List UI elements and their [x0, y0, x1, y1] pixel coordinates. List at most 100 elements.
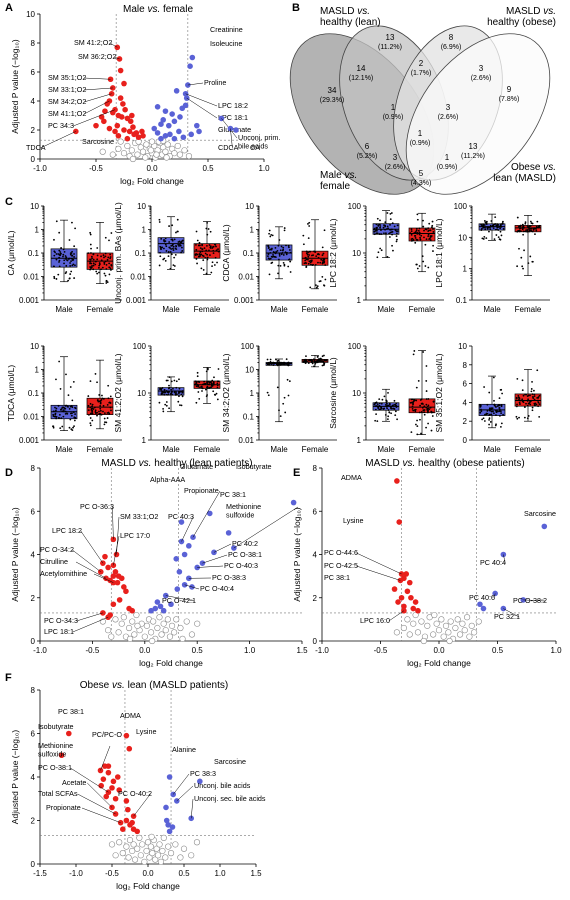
data-point — [268, 273, 271, 276]
point-ns — [115, 629, 122, 636]
point-label: PC 38:3 — [190, 769, 216, 778]
data-point — [89, 422, 92, 425]
panel-title: Male vs. female — [123, 4, 193, 15]
data-point — [490, 413, 493, 416]
venn-label-male-female: Male vs. female — [320, 170, 357, 192]
box-plot: 1 10 100 SM 41:2;O2 (μmol/L) Male Female — [113, 342, 229, 454]
point-ns — [126, 836, 134, 844]
y-tick-label: 1 — [35, 226, 40, 235]
data-point — [62, 248, 65, 251]
data-point — [376, 420, 379, 423]
point-down — [120, 826, 126, 832]
y-axis-label: TDCA (μmol/L) — [6, 365, 16, 422]
data-point — [484, 226, 487, 229]
point-ns — [148, 833, 155, 840]
data-point — [535, 227, 537, 230]
data-point — [100, 259, 103, 262]
point-ns — [463, 614, 471, 621]
data-point — [89, 261, 91, 263]
data-point — [106, 258, 109, 261]
data-point — [305, 258, 308, 261]
data-point — [414, 241, 417, 244]
data-point — [392, 249, 394, 252]
point-label: PC O-42:1 — [162, 596, 196, 605]
y-tick-label: 0.01 — [23, 413, 39, 422]
point-down — [103, 793, 110, 800]
data-point — [493, 399, 495, 402]
data-point — [324, 359, 326, 362]
data-point — [165, 389, 168, 392]
data-point — [66, 259, 69, 262]
point-down — [131, 131, 137, 138]
point-ns — [475, 618, 482, 625]
point-down — [102, 553, 108, 560]
data-point — [158, 221, 161, 223]
point-label: PC O-44:6 — [324, 548, 358, 557]
point-up — [181, 551, 188, 558]
data-point — [60, 247, 63, 249]
category-label: Male — [55, 305, 73, 314]
data-point — [489, 226, 491, 229]
data-point — [58, 360, 61, 363]
data-point — [204, 256, 207, 259]
data-point — [98, 271, 100, 274]
data-point — [383, 395, 386, 398]
x-tick-label: -1.5 — [33, 869, 47, 878]
point-down — [112, 795, 119, 802]
data-point — [195, 385, 198, 388]
point-label: PC 40:6 — [469, 593, 495, 602]
point-ns — [431, 611, 438, 619]
data-point — [57, 273, 60, 276]
data-point — [385, 228, 388, 230]
y-tick-label: 1 — [463, 265, 468, 274]
point-ns — [454, 616, 461, 623]
data-point — [410, 230, 413, 233]
data-point — [427, 233, 430, 236]
data-point — [376, 403, 379, 406]
data-point — [483, 235, 486, 238]
data-point — [277, 272, 279, 275]
point-up — [152, 605, 159, 612]
leader-line — [113, 535, 120, 566]
data-point — [481, 237, 484, 240]
point-down — [102, 108, 108, 114]
data-point — [165, 393, 168, 396]
data-point — [322, 360, 325, 363]
data-point — [94, 263, 97, 266]
data-point — [94, 409, 97, 412]
venn-percent: (29.3%) — [320, 97, 345, 104]
data-point — [70, 414, 73, 417]
data-point — [171, 390, 173, 393]
data-point — [498, 238, 501, 241]
data-point — [311, 362, 314, 365]
data-point — [304, 259, 307, 262]
data-point — [479, 404, 482, 406]
volcano-D: -1.0 -0.5 0.0 0.5 1.0 1.5 0 2 4 6 8 PC O-36:3 SM 33:… — [10, 462, 308, 668]
data-point — [318, 357, 321, 360]
point-ns — [112, 616, 119, 623]
data-point — [488, 391, 491, 394]
point-down — [126, 128, 133, 135]
point-label: Sarcosine — [82, 137, 114, 146]
data-point — [515, 405, 518, 408]
data-point — [275, 358, 277, 361]
data-point — [91, 419, 94, 422]
leader-line — [133, 793, 151, 817]
point-ns — [166, 633, 174, 640]
data-point — [390, 412, 393, 415]
data-point — [178, 395, 180, 398]
point-ns — [185, 153, 193, 160]
data-point — [73, 416, 76, 419]
data-point — [483, 420, 486, 422]
data-point — [207, 228, 210, 230]
point-label: SM 36:2;O2 — [78, 52, 116, 61]
data-point — [519, 227, 522, 230]
data-point — [531, 409, 534, 412]
panel-title: MASLD vs. healthy (obese patients) — [365, 458, 525, 469]
data-point — [94, 373, 97, 375]
venn-count: 34 — [328, 86, 337, 95]
data-point — [180, 404, 183, 407]
leader-line — [503, 608, 520, 618]
data-point — [269, 252, 272, 254]
data-point — [316, 361, 319, 364]
